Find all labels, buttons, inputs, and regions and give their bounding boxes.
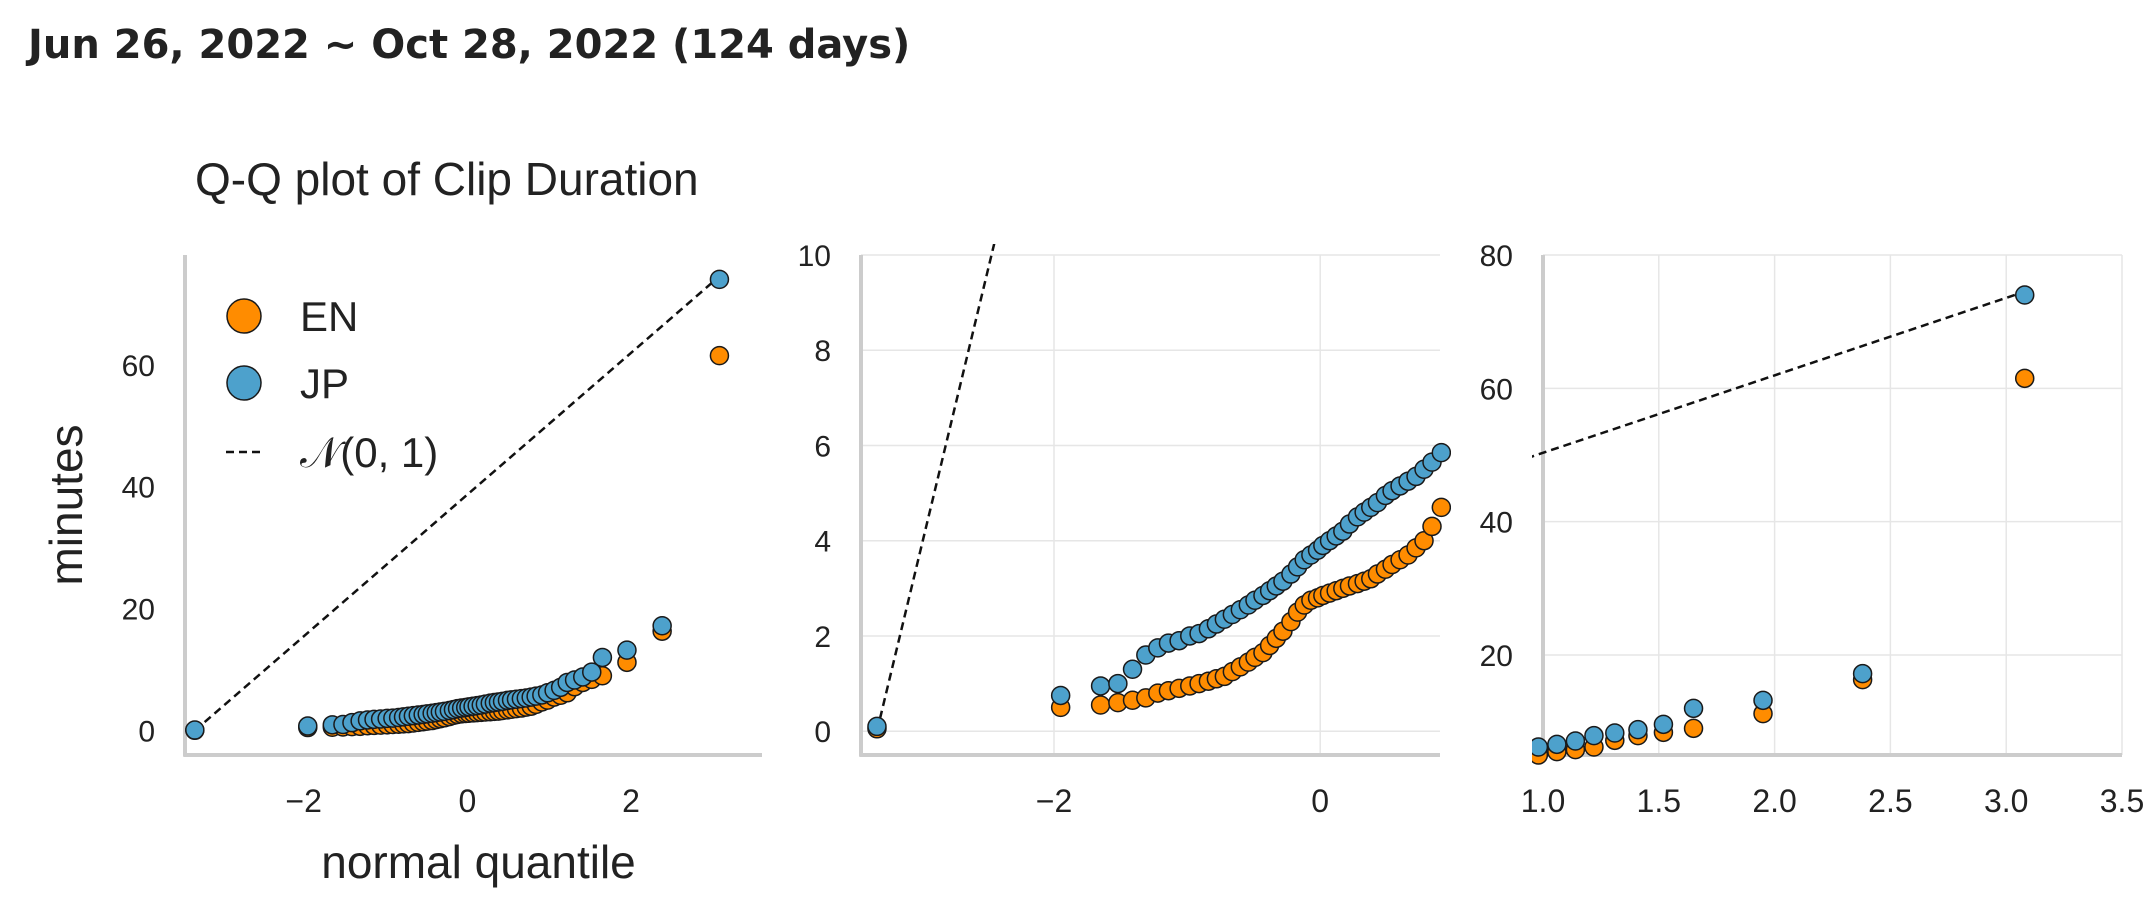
y-tick-label: 2	[814, 621, 831, 654]
y-tick-label: 20	[122, 594, 155, 627]
y-tick-label: 4	[814, 526, 831, 559]
x-tick-label: 0	[458, 783, 476, 819]
point-en	[2014, 368, 2035, 389]
point-jp	[1090, 676, 1111, 696]
legend-label: JP	[300, 360, 349, 407]
x-tick-label: −2	[1036, 783, 1072, 819]
x-tick-label: 2	[622, 783, 640, 819]
y-tick-label: 80	[1480, 240, 1513, 273]
point-jp	[652, 615, 672, 636]
legend-label: EN	[300, 293, 358, 340]
x-tick-label: 1.5	[1637, 783, 1681, 819]
point-jp	[185, 720, 205, 740]
point-jp	[1683, 698, 1704, 719]
legend-marker-en	[226, 298, 262, 334]
reference-line	[1532, 290, 2026, 458]
point-jp	[1584, 725, 1604, 746]
reference-line	[875, 244, 996, 732]
x-tick-label: 3.5	[2100, 783, 2144, 819]
x-tick-label: 3.0	[1984, 783, 2028, 819]
x-axis-label: normal quantile	[321, 836, 636, 888]
point-jp	[1753, 690, 1773, 711]
point-en	[1431, 497, 1451, 518]
x-tick-label: 1.0	[1521, 783, 1565, 819]
point-en	[1090, 695, 1111, 715]
y-tick-label: 60	[1480, 373, 1513, 406]
x-tick-label: 0	[1311, 783, 1329, 819]
x-tick-label: 2.0	[1752, 783, 1796, 819]
point-jp	[1050, 685, 1071, 706]
point-jp	[1628, 719, 1648, 740]
point-en	[1422, 516, 1442, 537]
y-tick-label: 0	[814, 716, 831, 749]
point-jp	[867, 716, 887, 737]
y-tick-label: 6	[814, 430, 831, 463]
y-tick-label: 40	[1480, 507, 1513, 540]
legend: EN JP 𝒩(0, 1)	[226, 293, 438, 476]
point-jp	[1565, 731, 1586, 751]
point-jp	[617, 640, 637, 660]
y-tick-label: 60	[122, 350, 155, 383]
point-jp	[298, 716, 318, 736]
point-jp	[592, 647, 613, 668]
point-en	[1683, 718, 1704, 739]
y-tick-label: 8	[814, 335, 831, 368]
y-tick-label: 0	[138, 716, 155, 749]
point-jp	[709, 269, 730, 290]
y-tick-label: 40	[122, 472, 155, 505]
point-jp	[1852, 663, 1873, 684]
point-jp	[2014, 285, 2035, 305]
chart-title: Q-Q plot of Clip Duration	[195, 153, 699, 205]
point-jp	[1653, 714, 1674, 735]
y-axis-label: minutes	[40, 424, 92, 585]
x-tick-label: −2	[285, 783, 321, 819]
point-jp	[1431, 442, 1451, 463]
point-jp	[1605, 723, 1625, 743]
point-jp	[582, 662, 602, 682]
qq-panel-3: 1.0 1.5 2.0 2.5 3.0 3.5 20 40 60 80	[1480, 240, 2145, 819]
y-tick-label: 10	[798, 240, 831, 273]
point-jp	[1532, 737, 1549, 757]
x-tick-label: 2.5	[1868, 783, 1912, 819]
reference-line	[194, 275, 721, 732]
legend-label: 𝒩(0, 1)	[300, 429, 438, 476]
point-jp	[1108, 673, 1128, 694]
qq-panel-2: −2 0 0 2 4 6 8 10	[798, 240, 1451, 819]
point-jp	[1547, 734, 1567, 755]
y-tick-label: 20	[1480, 640, 1513, 673]
legend-marker-jp	[226, 365, 262, 401]
date-range-title: Jun 26, 2022 ~ Oct 28, 2022 (124 days)	[28, 22, 911, 68]
point-jp	[1122, 659, 1143, 680]
point-en	[709, 345, 730, 366]
